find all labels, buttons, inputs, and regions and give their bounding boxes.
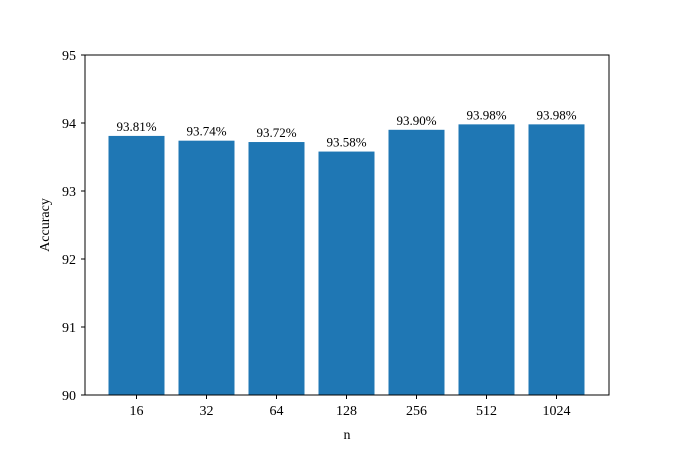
x-tick-label-1024: 1024	[543, 404, 571, 419]
y-tick-label-92: 92	[62, 253, 76, 268]
y-tick-label-93: 93	[62, 185, 76, 200]
bar-16	[108, 135, 165, 396]
x-axis: 16 32 64 128 256 512 1024	[130, 395, 571, 419]
bar-64	[248, 142, 305, 395]
x-tick-label-16: 16	[130, 404, 144, 419]
bars-layer	[108, 124, 585, 396]
data-label-16: 93.81%	[116, 119, 156, 134]
y-axis: 90 91 92 93 94 95	[62, 49, 85, 404]
y-tick-label-91: 91	[62, 321, 76, 336]
bar-128	[318, 151, 375, 395]
bar-256	[388, 129, 445, 396]
y-axis-label: Accuracy	[38, 198, 53, 252]
bar-512	[458, 124, 515, 396]
x-tick-label-32: 32	[200, 404, 214, 419]
x-tick-label-256: 256	[406, 404, 427, 419]
data-label-128: 93.58%	[326, 135, 366, 150]
data-label-1024: 93.98%	[536, 107, 576, 122]
data-label-256: 93.90%	[396, 113, 436, 128]
x-tick-label-64: 64	[270, 404, 284, 419]
x-axis-label: n	[344, 428, 351, 443]
y-tick-label-95: 95	[62, 49, 76, 64]
data-label-64: 93.72%	[256, 125, 296, 140]
x-tick-label-512: 512	[476, 404, 497, 419]
data-label-32: 93.74%	[186, 124, 226, 139]
data-labels-layer: 93.81% 93.74% 93.72% 93.58% 93.90% 93.98% 93.9…	[116, 107, 576, 149]
data-label-512: 93.98%	[466, 107, 506, 122]
bar-1024	[528, 124, 585, 396]
y-tick-label-94: 94	[62, 117, 76, 132]
x-tick-label-128: 128	[336, 404, 357, 419]
y-tick-label-90: 90	[62, 389, 76, 404]
bar-32	[178, 140, 235, 395]
